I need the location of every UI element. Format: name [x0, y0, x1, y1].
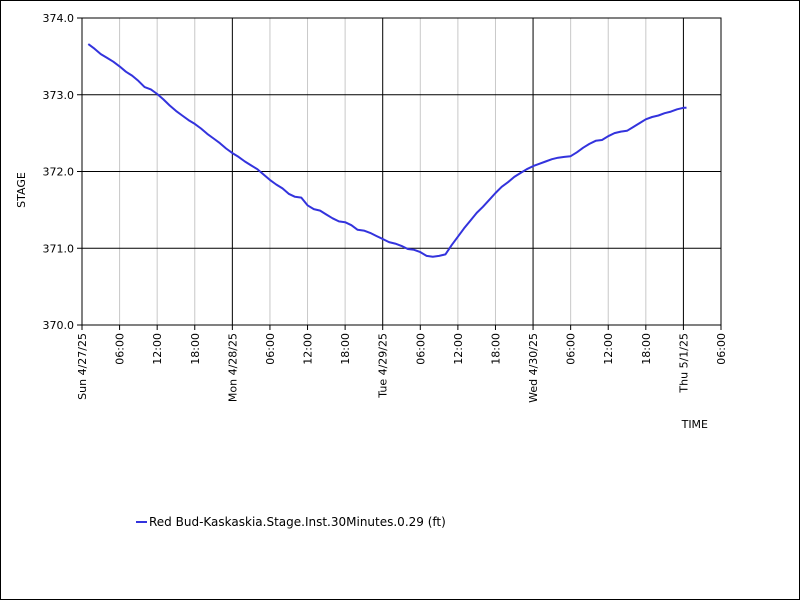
- x-tick-label: 18:00: [189, 333, 202, 365]
- y-tick-label: 371.0: [43, 242, 75, 255]
- x-tick-label: 12:00: [302, 333, 315, 365]
- x-tick-label: Wed 4/30/25: [527, 333, 540, 403]
- y-axis-ticks: 374.0 373.0 372.0 371.0 370.0: [43, 12, 82, 332]
- legend-label: Red Bud-Kaskaskia.Stage.Inst.30Minutes.0…: [149, 515, 446, 529]
- x-tick-label: 06:00: [114, 333, 127, 365]
- x-tick-label: 12:00: [452, 333, 465, 365]
- legend-swatch: [136, 521, 147, 523]
- x-tick-label: Sun 4/27/25: [76, 333, 89, 400]
- legend: Red Bud-Kaskaskia.Stage.Inst.30Minutes.0…: [136, 514, 446, 530]
- major-gridlines: [82, 18, 721, 325]
- y-tick-label: 374.0: [43, 12, 75, 25]
- x-tick-label: Mon 4/28/25: [226, 333, 239, 402]
- x-tick-label: Thu 5/1/25: [677, 333, 690, 394]
- x-tick-label: 06:00: [414, 333, 427, 365]
- x-tick-label: 18:00: [489, 333, 502, 365]
- y-tick-label: 373.0: [43, 89, 75, 102]
- y-axis-title: STAGE: [15, 172, 28, 208]
- x-axis-ticks: Sun 4/27/25 06:00 12:00 18:00 Mon 4/28/25 06:…: [76, 325, 728, 403]
- y-tick-label: 370.0: [43, 319, 75, 332]
- x-tick-label: 12:00: [602, 333, 615, 365]
- x-tick-label: 06:00: [565, 333, 578, 365]
- x-tick-label: Tue 4/29/25: [377, 333, 390, 399]
- x-tick-label: 12:00: [151, 333, 164, 365]
- x-tick-label: 06:00: [715, 333, 728, 365]
- x-tick-label: 18:00: [339, 333, 352, 365]
- x-tick-label: 06:00: [264, 333, 277, 365]
- series-line: [87, 43, 687, 258]
- x-axis-title: TIME: [681, 418, 708, 431]
- y-tick-label: 372.0: [43, 166, 75, 179]
- x-tick-label: 18:00: [640, 333, 653, 365]
